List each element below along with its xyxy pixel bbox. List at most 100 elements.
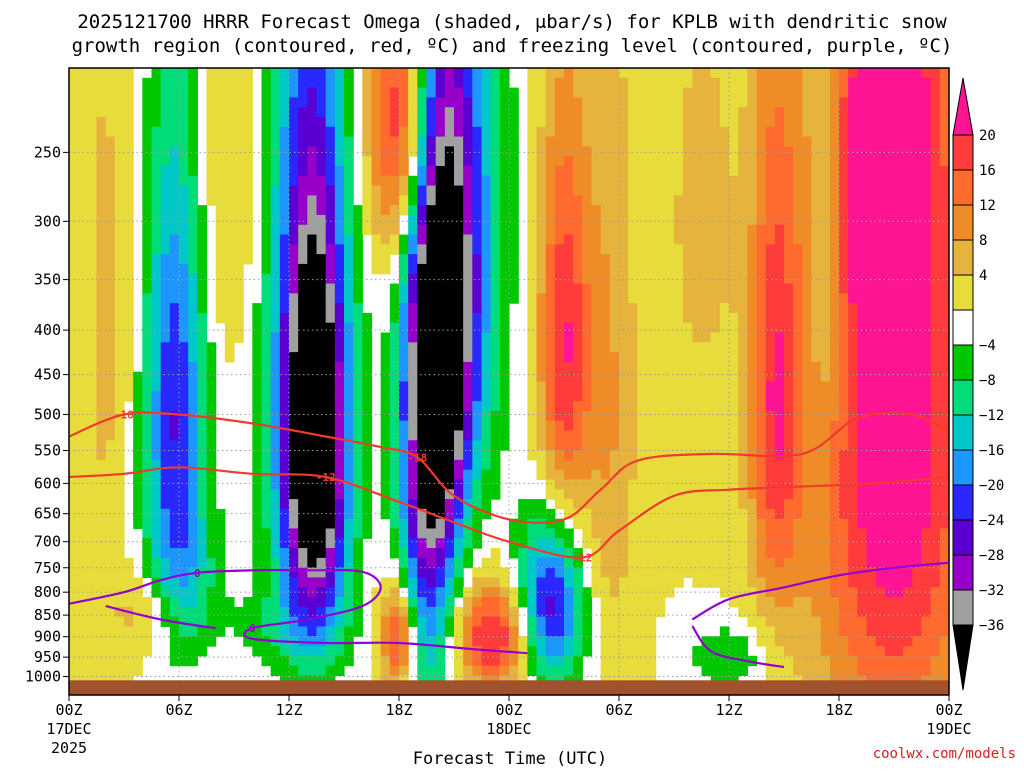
omega-cell (664, 77, 675, 89)
omega-cell (839, 136, 849, 147)
omega-cell (454, 107, 464, 118)
omega-cell (765, 381, 776, 392)
omega-cell (655, 126, 666, 138)
omega-cell (399, 107, 409, 118)
omega-cell (793, 185, 803, 196)
omega-cell (664, 97, 675, 108)
omega-cell (279, 116, 290, 128)
omega-cell (142, 87, 153, 98)
omega-cell (719, 548, 730, 559)
omega-cell (600, 97, 611, 108)
omega-cell (646, 322, 657, 334)
omega-cell (289, 538, 299, 549)
omega-cell (316, 77, 327, 89)
omega-cell (848, 97, 858, 108)
omega-cell (619, 185, 629, 196)
omega-cell (820, 440, 831, 451)
omega-cell (142, 616, 153, 628)
omega-cell (894, 87, 904, 98)
omega-cell (417, 136, 428, 147)
omega-cell (582, 254, 593, 265)
omega-cell (829, 538, 840, 549)
omega-cell (884, 440, 895, 451)
omega-cell (912, 322, 923, 334)
omega-cell (738, 97, 748, 108)
omega-cell (426, 107, 437, 118)
omega-cell (307, 175, 318, 187)
omega-cell (884, 322, 895, 334)
omega-cell (206, 391, 217, 402)
omega-cell (930, 597, 941, 608)
omega-cell (527, 508, 538, 520)
omega-cell (133, 391, 143, 402)
omega-cell (279, 87, 290, 98)
omega-cell (939, 479, 949, 490)
omega-cell (142, 420, 153, 432)
omega-cell (527, 195, 538, 206)
omega-cell (719, 391, 730, 402)
omega-cell (921, 205, 932, 216)
omega-cell (646, 401, 657, 412)
omega-cell (435, 185, 446, 196)
omega-cell (197, 597, 208, 608)
omega-cell (371, 156, 382, 167)
omega-cell (939, 352, 949, 363)
omega-cell (408, 597, 418, 608)
omega-cell (582, 352, 593, 363)
omega-cell (564, 489, 574, 500)
omega-cell (564, 430, 574, 441)
omega-cell (573, 107, 583, 118)
omega-cell (399, 557, 409, 569)
omega-cell (609, 332, 620, 343)
omega-cell (188, 205, 198, 216)
omega-cell (848, 126, 858, 138)
omega-cell (802, 401, 813, 412)
omega-cell (692, 312, 703, 324)
omega-cell (701, 263, 712, 275)
omega-cell (426, 146, 437, 157)
omega-cell (802, 146, 813, 157)
omega-cell (389, 293, 400, 304)
omega-cell (454, 361, 464, 373)
omega-cell (142, 77, 153, 89)
omega-cell (646, 371, 657, 383)
omega-cell (334, 303, 345, 314)
omega-cell (334, 254, 345, 265)
omega-cell (87, 440, 98, 451)
omega-cell (87, 548, 98, 559)
omega-cell (600, 87, 611, 98)
omega-cell (499, 352, 510, 363)
omega-cell (105, 420, 116, 432)
omega-cell (206, 136, 217, 147)
omega-cell (628, 263, 638, 275)
omega-cell (344, 303, 354, 314)
omega-cell (160, 254, 171, 265)
omega-cell (270, 548, 281, 559)
omega-cell (325, 224, 336, 236)
omega-cell (307, 332, 318, 343)
omega-cell (206, 156, 217, 167)
omega-cell (518, 518, 528, 530)
omega-cell (674, 263, 684, 275)
omega-cell (261, 371, 272, 383)
omega-cell (903, 293, 913, 304)
omega-cell (793, 126, 803, 138)
omega-cell (573, 332, 583, 343)
omega-cell (344, 479, 354, 490)
omega-cell (692, 224, 703, 236)
omega-cell (426, 391, 437, 402)
omega-cell (839, 342, 849, 353)
omega-cell (811, 224, 822, 236)
omega-cell (509, 185, 519, 196)
omega-cell (591, 391, 602, 402)
omega-cell (490, 420, 501, 432)
omega-cell (701, 459, 712, 471)
omega-cell (774, 469, 785, 481)
omega-cell (802, 283, 813, 294)
omega-cell (334, 263, 345, 275)
omega-cell (114, 342, 125, 353)
omega-cell (160, 489, 171, 500)
omega-cell (692, 489, 703, 500)
omega-cell (105, 283, 116, 294)
omega-cell (307, 518, 318, 530)
